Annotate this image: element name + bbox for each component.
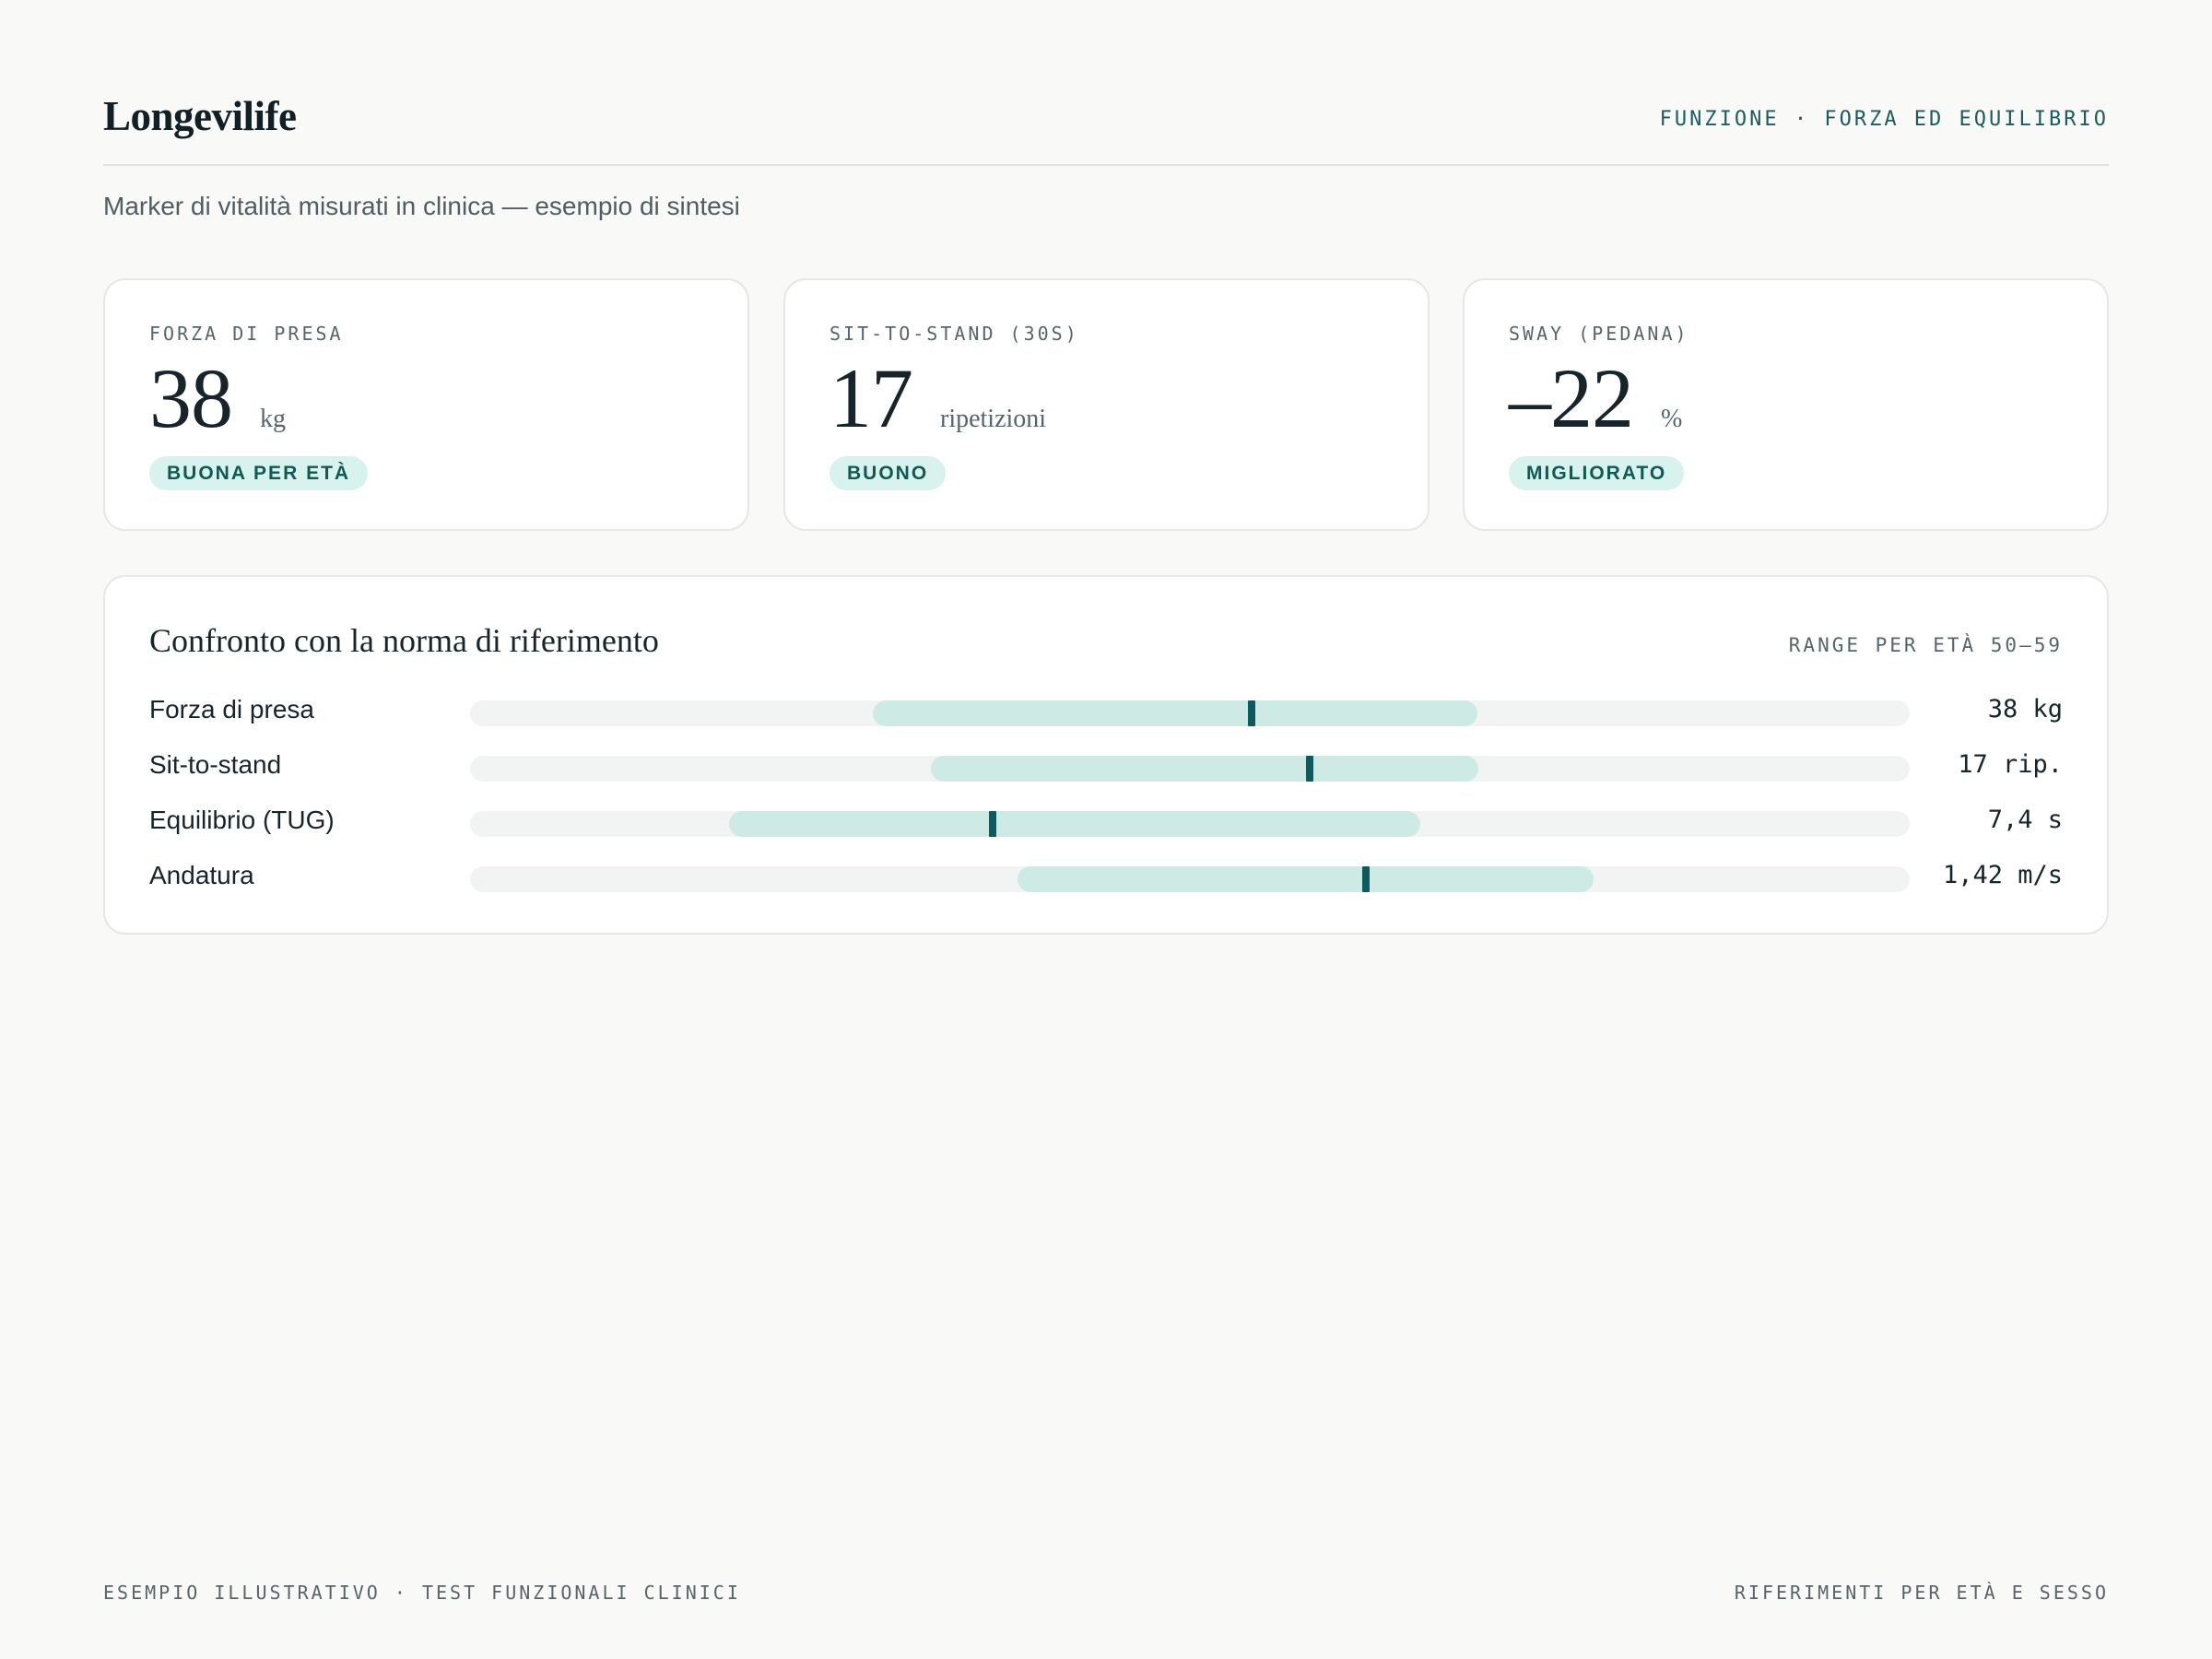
row-value: 38 kg <box>1987 695 2063 724</box>
comparison-row: Sit-to-stand 17 rip. <box>105 739 2107 794</box>
range-track <box>470 866 1910 892</box>
row-value: 7,4 s <box>1987 806 2063 834</box>
page-subtitle: Marker di vitalità misurati in clinica —… <box>103 192 740 220</box>
age-range-label: RANGE PER ETÀ 50–59 <box>1788 634 2063 656</box>
row-label: Sit-to-stand <box>149 750 282 779</box>
reference-range-bar <box>931 756 1478 782</box>
footer-note: ESEMPIO ILLUSTRATIVO · TEST FUNZIONALI C… <box>103 1582 741 1604</box>
card-unit: ripetizioni <box>940 405 1047 433</box>
card-value: 17 <box>830 351 913 445</box>
comparison-row: Forza di presa 38 kg <box>105 684 2107 739</box>
comparison-row: Equilibrio (TUG) 7,4 s <box>105 794 2107 850</box>
range-track <box>470 756 1910 782</box>
row-label: Forza di presa <box>149 695 314 724</box>
card-value: 38 <box>149 351 233 445</box>
card-label: SIT-TO-STAND (30S) <box>830 323 1079 345</box>
row-label: Equilibrio (TUG) <box>149 806 335 834</box>
card-label: FORZA DI PRESA <box>149 323 344 345</box>
row-label: Andatura <box>149 861 254 889</box>
card-grip-strength: FORZA DI PRESA 38 kg BUONA PER ETÀ <box>103 278 749 531</box>
card-unit: kg <box>260 405 286 433</box>
card-value-group: 38 kg <box>149 356 286 441</box>
status-badge: MIGLIORATO <box>1509 456 1685 490</box>
norm-comparison-panel: Confronto con la norma di riferimento RA… <box>103 575 2109 935</box>
card-value-group: 17 ripetizioni <box>830 356 1046 441</box>
footer-reference: RIFERIMENTI PER ETÀ E SESSO <box>1734 1582 2109 1604</box>
card-value: –22 <box>1509 351 1634 445</box>
brand-logo: Longevilife <box>103 93 297 139</box>
reference-range-bar <box>1018 866 1594 892</box>
reference-range-bar <box>873 700 1477 726</box>
range-track <box>470 811 1910 837</box>
range-track <box>470 700 1910 726</box>
reference-range-bar <box>729 811 1420 837</box>
value-marker <box>1248 700 1255 726</box>
value-marker <box>989 811 996 837</box>
status-badge: BUONO <box>830 456 947 490</box>
status-badge: BUONA PER ETÀ <box>149 456 369 490</box>
section-label: FUNZIONE · FORZA ED EQUILIBRIO <box>1659 108 2109 131</box>
card-value-group: –22 % <box>1509 356 1682 441</box>
panel-title: Confronto con la norma di riferimento <box>149 622 659 659</box>
page-header: Longevilife FUNZIONE · FORZA ED EQUILIBR… <box>103 88 2109 166</box>
comparison-row: Andatura 1,42 m/s <box>105 850 2107 905</box>
value-marker <box>1306 756 1313 782</box>
card-sway: SWAY (PEDANA) –22 % MIGLIORATO <box>1463 278 2109 531</box>
card-sit-to-stand: SIT-TO-STAND (30S) 17 ripetizioni BUONO <box>783 278 1430 531</box>
value-marker <box>1362 866 1370 892</box>
row-value: 17 rip. <box>1958 750 2063 779</box>
card-label: SWAY (PEDANA) <box>1509 323 1689 345</box>
card-unit: % <box>1661 405 1683 433</box>
row-value: 1,42 m/s <box>1942 861 2063 889</box>
